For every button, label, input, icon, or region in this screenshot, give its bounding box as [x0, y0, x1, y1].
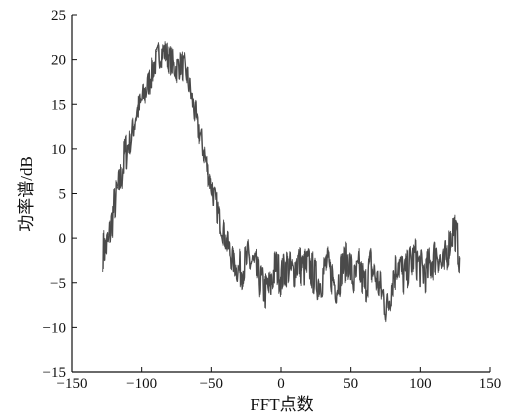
x-tick-label: −150: [57, 376, 88, 392]
x-tick-label: 150: [479, 376, 502, 392]
y-tick-label: −5: [50, 276, 66, 292]
y-tick-label: 25: [51, 8, 66, 24]
plot-area: [102, 41, 461, 323]
x-tick-label: 0: [277, 376, 285, 392]
y-tick-label: 5: [59, 187, 67, 203]
y-tick-label: 0: [59, 231, 67, 247]
y-tick-label: 20: [51, 53, 66, 69]
x-tick-label: 50: [343, 376, 358, 392]
x-tick-label: −50: [200, 376, 223, 392]
y-tick-label: −10: [43, 320, 66, 336]
power-spectrum-line-shadow: [102, 42, 461, 323]
x-tick-label: 100: [409, 376, 432, 392]
y-tick-label: −15: [43, 365, 66, 381]
x-axis-label: FFT点数: [250, 395, 313, 414]
y-axis-label: 功率谱/dB: [17, 156, 36, 232]
y-tick-label: 15: [51, 97, 66, 113]
y-tick-label: 10: [51, 142, 66, 158]
x-tick-label: −100: [126, 376, 157, 392]
